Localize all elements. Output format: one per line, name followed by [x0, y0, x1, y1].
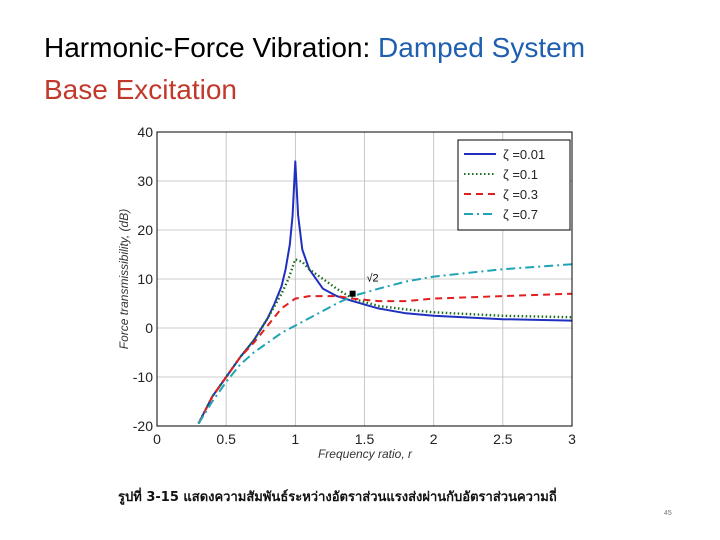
legend-label: ζ =0.3 — [503, 187, 538, 202]
x-tick-label: 1.5 — [355, 431, 375, 447]
y-tick-label: -10 — [133, 369, 153, 385]
slide-title: Harmonic-Force Vibration: Damped System — [44, 32, 585, 64]
x-tick-label: 2 — [430, 431, 438, 447]
x-tick-label: 3 — [568, 431, 576, 447]
legend-label: ζ =0.7 — [503, 207, 538, 222]
figure-caption: รูปที่ 3-15 แสดงความสัมพันธ์ระหว่างอัตรา… — [118, 490, 557, 505]
x-tick-label: 2.5 — [493, 431, 513, 447]
x-tick-label: 0.5 — [216, 431, 236, 447]
y-tick-label: 10 — [137, 271, 153, 287]
plot-area-frame — [156, 131, 573, 427]
slide-subtitle: Base Excitation — [44, 74, 237, 105]
page-number: 45 — [664, 510, 672, 517]
sqrt2-marker — [349, 290, 356, 297]
y-tick-label: 40 — [137, 124, 153, 140]
sqrt2-label: √2 — [367, 273, 379, 285]
series-lines — [197, 160, 573, 425]
axis-ticks: 0 0.5 1 1.5 2 2.5 3 -20 -10 0 10 20 30 40 — [133, 124, 576, 447]
y-tick-label: 30 — [137, 173, 153, 189]
chart-legend: ζ =0.01 ζ =0.1 ζ =0.3 ζ =0.7 — [457, 139, 571, 231]
series-line — [197, 258, 573, 425]
series-line — [197, 263, 573, 425]
y-tick-label: 20 — [137, 222, 153, 238]
x-tick-label: 0 — [153, 431, 161, 447]
legend-label: ζ =0.01 — [503, 147, 545, 162]
y-tick-label: -20 — [133, 418, 153, 434]
x-axis-label: Frequency ratio, r — [318, 447, 413, 461]
sqrt2-annotation: √2 — [349, 273, 379, 297]
y-tick-label: 0 — [145, 320, 153, 336]
title-part-1: Harmonic-Force Vibration: — [44, 32, 379, 63]
y-axis-label: Force transmissibility, (dB) — [117, 209, 131, 349]
title-part-2: Damped System — [378, 32, 586, 63]
legend-label: ζ =0.1 — [503, 167, 538, 182]
x-tick-label: 1 — [291, 431, 299, 447]
series-line — [197, 292, 573, 425]
